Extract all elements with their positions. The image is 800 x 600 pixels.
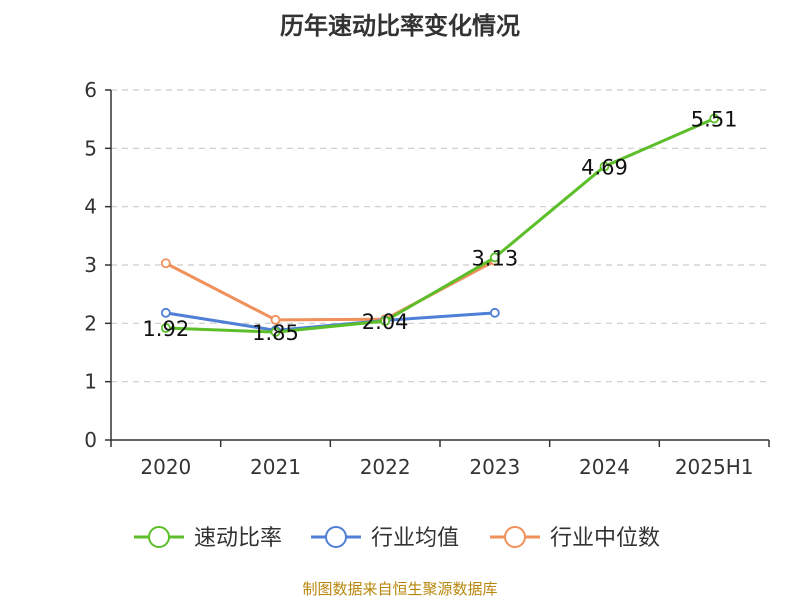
- legend-label[interactable]: 行业中位数: [550, 526, 660, 551]
- legend-label[interactable]: 速动比率: [194, 526, 282, 551]
- x-tick-label: 2025H1: [675, 455, 754, 479]
- data-label: 4.69: [581, 155, 628, 179]
- legend-marker[interactable]: [325, 526, 347, 548]
- data-label: 1.85: [252, 321, 299, 345]
- x-tick-label: 2023: [469, 455, 520, 479]
- x-tick-label: 2020: [140, 455, 191, 479]
- x-tick-label: 2021: [250, 455, 301, 479]
- data-point[interactable]: [709, 113, 720, 124]
- legend-label[interactable]: 行业均值: [371, 526, 459, 551]
- y-tick-label: 6: [84, 78, 97, 102]
- x-tick-label: 2024: [579, 455, 630, 479]
- legend-marker[interactable]: [504, 526, 526, 548]
- data-point[interactable]: [160, 323, 171, 333]
- data-point[interactable]: [380, 316, 391, 326]
- data-label: 2.04: [362, 310, 409, 334]
- data-point[interactable]: [160, 258, 171, 269]
- data-point[interactable]: [489, 307, 500, 318]
- data-point[interactable]: [599, 161, 610, 172]
- data-label: 3.13: [471, 246, 518, 270]
- legend-marker[interactable]: [148, 526, 170, 548]
- y-tick-label: 4: [84, 195, 97, 219]
- x-tick-label: 2022: [360, 455, 411, 479]
- data-label: 1.92: [142, 317, 189, 341]
- data-label: 5.51: [691, 108, 738, 132]
- y-tick-label: 5: [84, 136, 97, 160]
- source-note: 制图数据来自恒生聚源数据库: [302, 580, 498, 598]
- data-point[interactable]: [270, 314, 281, 325]
- series-line-0: [165, 117, 715, 334]
- series-line-2: [165, 259, 496, 322]
- data-point[interactable]: [160, 307, 171, 318]
- y-tick-label: 3: [84, 253, 97, 277]
- chart-title: 历年速动比率变化情况: [280, 12, 520, 40]
- y-tick-label: 2: [84, 311, 97, 335]
- data-point[interactable]: [489, 252, 500, 263]
- y-tick-label: 0: [84, 428, 97, 452]
- y-tick-label: 1: [84, 370, 97, 394]
- data-point[interactable]: [270, 327, 281, 337]
